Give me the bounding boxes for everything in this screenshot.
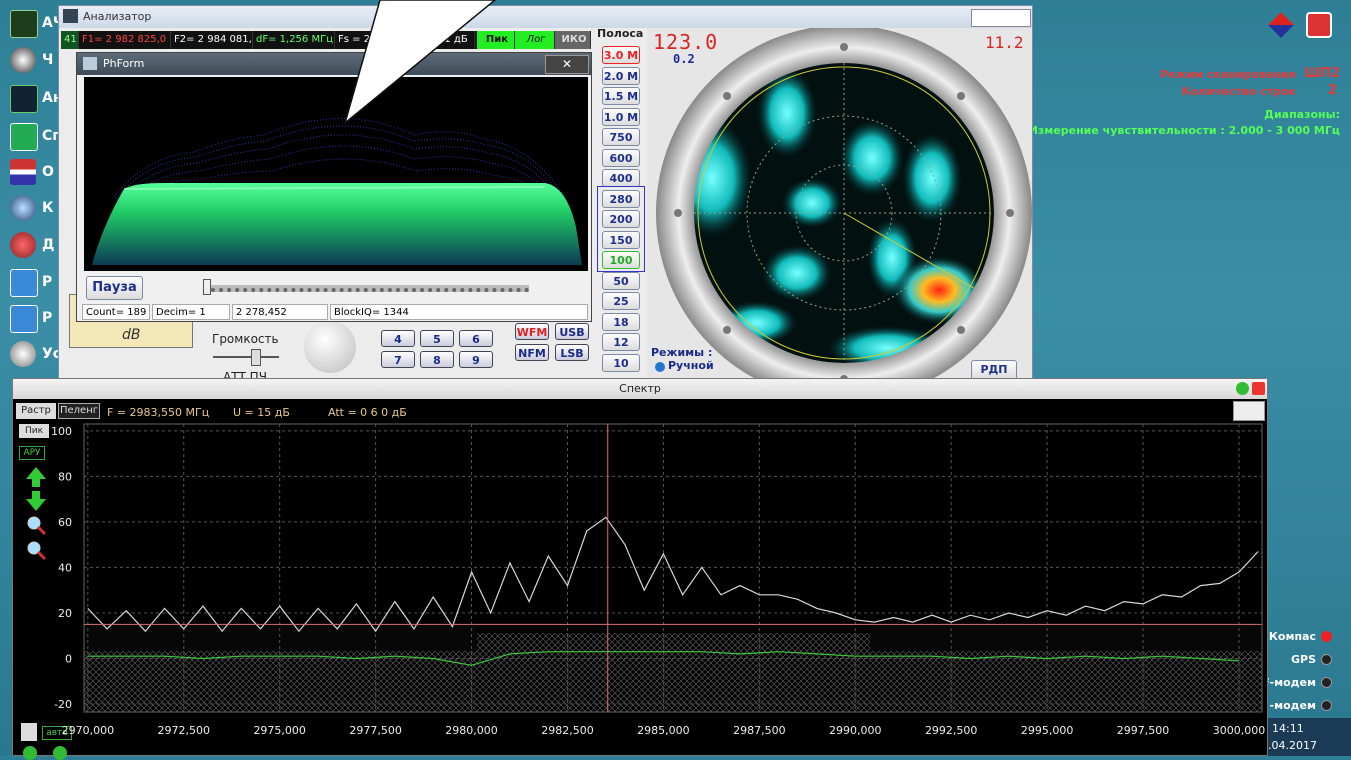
callout-arrow [345,0,495,123]
page: АЧ Ч Ан Сп О К Д Р Р Ус Режим сканирован… [0,0,1351,756]
callout [0,0,1351,756]
